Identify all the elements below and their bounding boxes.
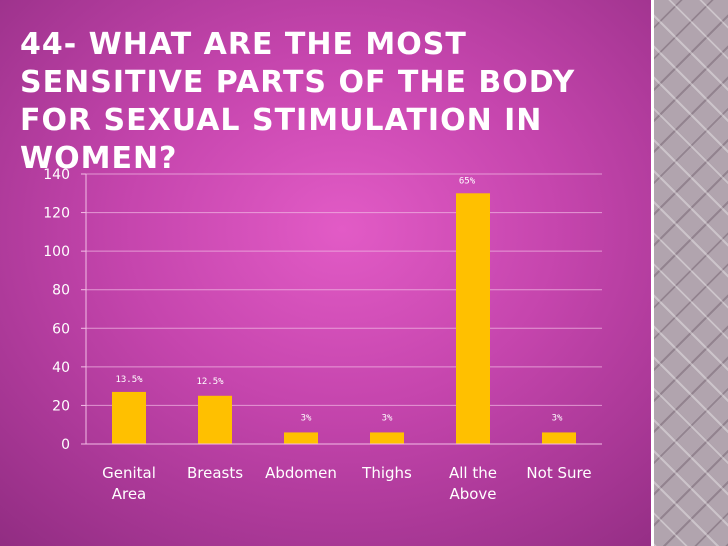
data-label: 65% [459, 176, 476, 186]
y-tick-label: 40 [52, 360, 70, 376]
data-label: 3% [382, 413, 393, 423]
bar [370, 432, 404, 444]
x-category-label: Area [112, 485, 147, 503]
data-label: 3% [552, 413, 563, 423]
y-tick-label: 120 [43, 206, 70, 222]
y-tick-label: 100 [43, 244, 70, 260]
slide-title: 44- What are the most sensitive parts of… [20, 27, 576, 176]
x-category-label: Thighs [361, 464, 412, 482]
bar [198, 395, 232, 444]
bar [112, 391, 146, 444]
bar [284, 432, 318, 444]
data-label: 12.5% [196, 377, 224, 387]
bar [456, 193, 490, 444]
x-category-label: Abdomen [265, 464, 337, 482]
y-tick-label: 0 [61, 437, 70, 453]
y-tick-label: 140 [43, 167, 70, 183]
y-tick-label: 60 [52, 321, 70, 337]
y-tick-label: 80 [52, 283, 70, 299]
decorative-pattern-strip [651, 0, 728, 546]
x-category-label: Above [449, 485, 496, 503]
y-tick-label: 20 [52, 398, 70, 414]
x-category-label: Not Sure [526, 464, 591, 482]
bar [542, 432, 576, 444]
data-label: 13.5% [115, 375, 143, 385]
data-label: 3% [301, 413, 312, 423]
x-category-label: All the [449, 464, 497, 482]
x-category-label: Breasts [187, 464, 243, 482]
x-category-label: Genital [102, 464, 156, 482]
